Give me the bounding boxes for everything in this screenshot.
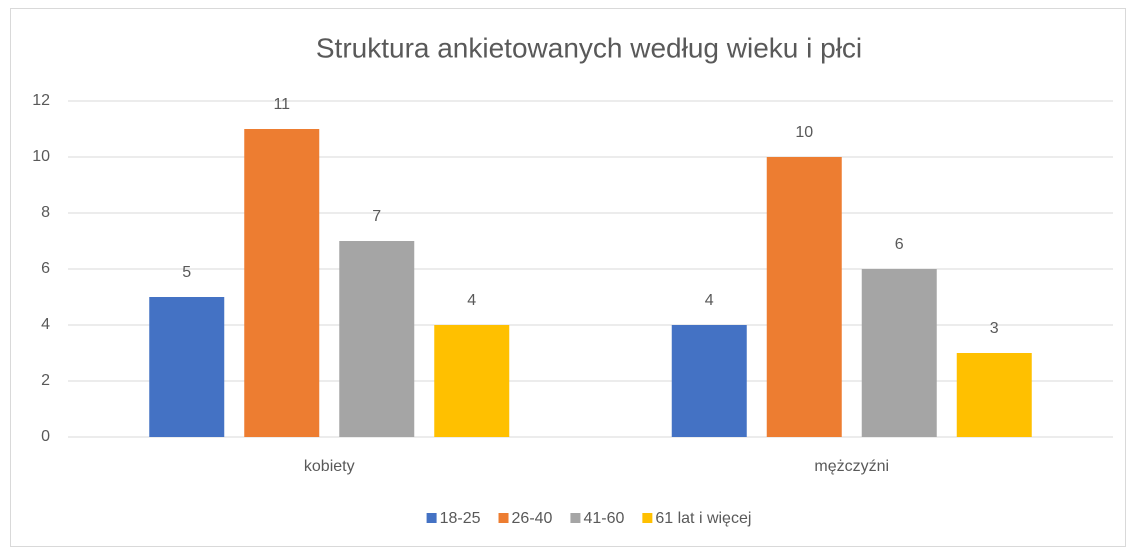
data-label: 4 — [467, 292, 476, 309]
bar — [434, 325, 510, 437]
legend-swatch — [642, 513, 653, 523]
chart-border — [10, 8, 1126, 547]
chart-title: Struktura ankietowanych według wieku i p… — [316, 32, 862, 63]
y-tick-label: 0 — [41, 428, 50, 445]
y-tick-label: 8 — [41, 204, 50, 221]
legend-label: 41-60 — [583, 510, 624, 527]
x-tick-label: kobiety — [304, 458, 355, 475]
y-tick-label: 4 — [41, 316, 50, 333]
bar — [671, 325, 747, 437]
legend-label: 26-40 — [512, 510, 553, 527]
legend-label: 18-25 — [440, 510, 481, 527]
y-tick-label: 6 — [41, 260, 50, 277]
bar — [766, 157, 842, 437]
x-tick-label: mężczyźni — [814, 458, 889, 475]
legend: 18-25 26-40 41-60 61 lat i więcej — [426, 510, 751, 527]
y-tick-label: 2 — [41, 372, 50, 389]
legend-swatch — [498, 513, 509, 523]
bar — [861, 269, 937, 437]
legend-label: 61 lat i więcej — [655, 510, 751, 527]
data-label: 7 — [372, 208, 381, 225]
bar — [956, 353, 1032, 437]
data-label: 11 — [273, 96, 290, 113]
data-label: 3 — [990, 320, 999, 337]
y-tick-label: 10 — [32, 148, 50, 165]
data-label: 4 — [705, 292, 714, 309]
data-label: 5 — [182, 264, 191, 281]
bar — [339, 241, 415, 437]
bar — [244, 129, 320, 437]
bar — [149, 297, 225, 437]
data-label: 10 — [795, 124, 813, 141]
data-label: 6 — [895, 236, 904, 253]
legend-swatch — [570, 513, 581, 523]
y-tick-label: 12 — [32, 92, 50, 109]
legend-swatch — [426, 513, 437, 523]
